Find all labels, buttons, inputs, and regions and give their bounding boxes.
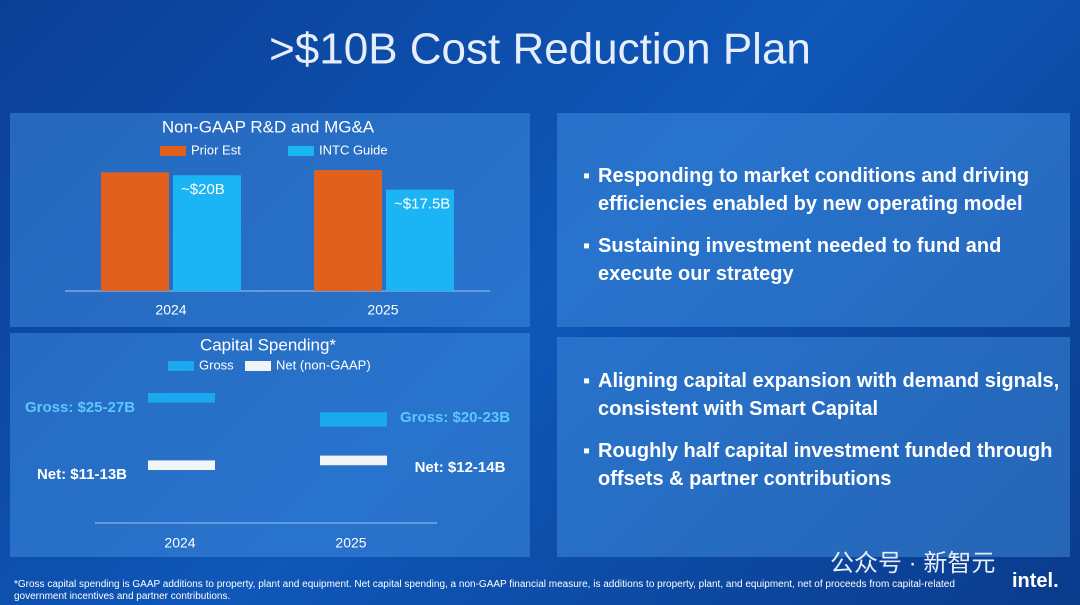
- bar: [314, 170, 382, 291]
- bar: [386, 189, 454, 291]
- legend-swatch: [160, 146, 186, 156]
- bullet-list: Responding to market conditions and driv…: [583, 162, 1061, 302]
- legend-swatch: [245, 361, 271, 371]
- bar: [173, 175, 241, 291]
- x-tick-label: 2024: [155, 302, 186, 318]
- bullet-list: Aligning capital expansion with demand s…: [583, 367, 1061, 507]
- chart-title: Non-GAAP R&D and MG&A: [162, 117, 375, 136]
- legend-label: Prior Est: [191, 142, 241, 157]
- bullet: Aligning capital expansion with demand s…: [583, 367, 1061, 423]
- legend-swatch: [288, 146, 314, 156]
- range-bar: [148, 393, 215, 403]
- legend-swatch: [168, 361, 194, 371]
- range-bar: [148, 460, 215, 471]
- data-label: ~$20B: [181, 181, 225, 198]
- x-tick-label: 2024: [164, 535, 195, 551]
- range-bar: [320, 412, 387, 427]
- x-tick-label: 2025: [335, 535, 366, 551]
- data-label: Net: $11-13B: [37, 466, 127, 483]
- data-label: Net: $12-14B: [415, 459, 506, 476]
- x-tick-label: 2025: [367, 302, 398, 318]
- bullet: Roughly half capital investment funded t…: [583, 437, 1061, 493]
- bar: [101, 172, 169, 291]
- logo: intel.: [1012, 570, 1059, 592]
- panel: [557, 113, 1070, 327]
- data-label: Gross: $20-23B: [400, 409, 510, 426]
- legend-label: INTC Guide: [319, 142, 388, 157]
- chart-title: Capital Spending*: [200, 335, 336, 354]
- slide-title: >$10B Cost Reduction Plan: [269, 25, 811, 74]
- range-bar: [320, 455, 387, 466]
- legend-label: Net (non-GAAP): [276, 357, 371, 372]
- data-label: Gross: $25-27B: [25, 399, 135, 416]
- watermark: 公众号 · 新智元: [830, 550, 996, 577]
- footnote: *Gross capital spending is GAAP addition…: [14, 579, 955, 602]
- bullet: Responding to market conditions and driv…: [583, 162, 1061, 218]
- legend-label: Gross: [199, 357, 234, 372]
- data-label: ~$17.5B: [394, 196, 450, 213]
- bullet: Sustaining investment needed to fund and…: [583, 232, 1061, 288]
